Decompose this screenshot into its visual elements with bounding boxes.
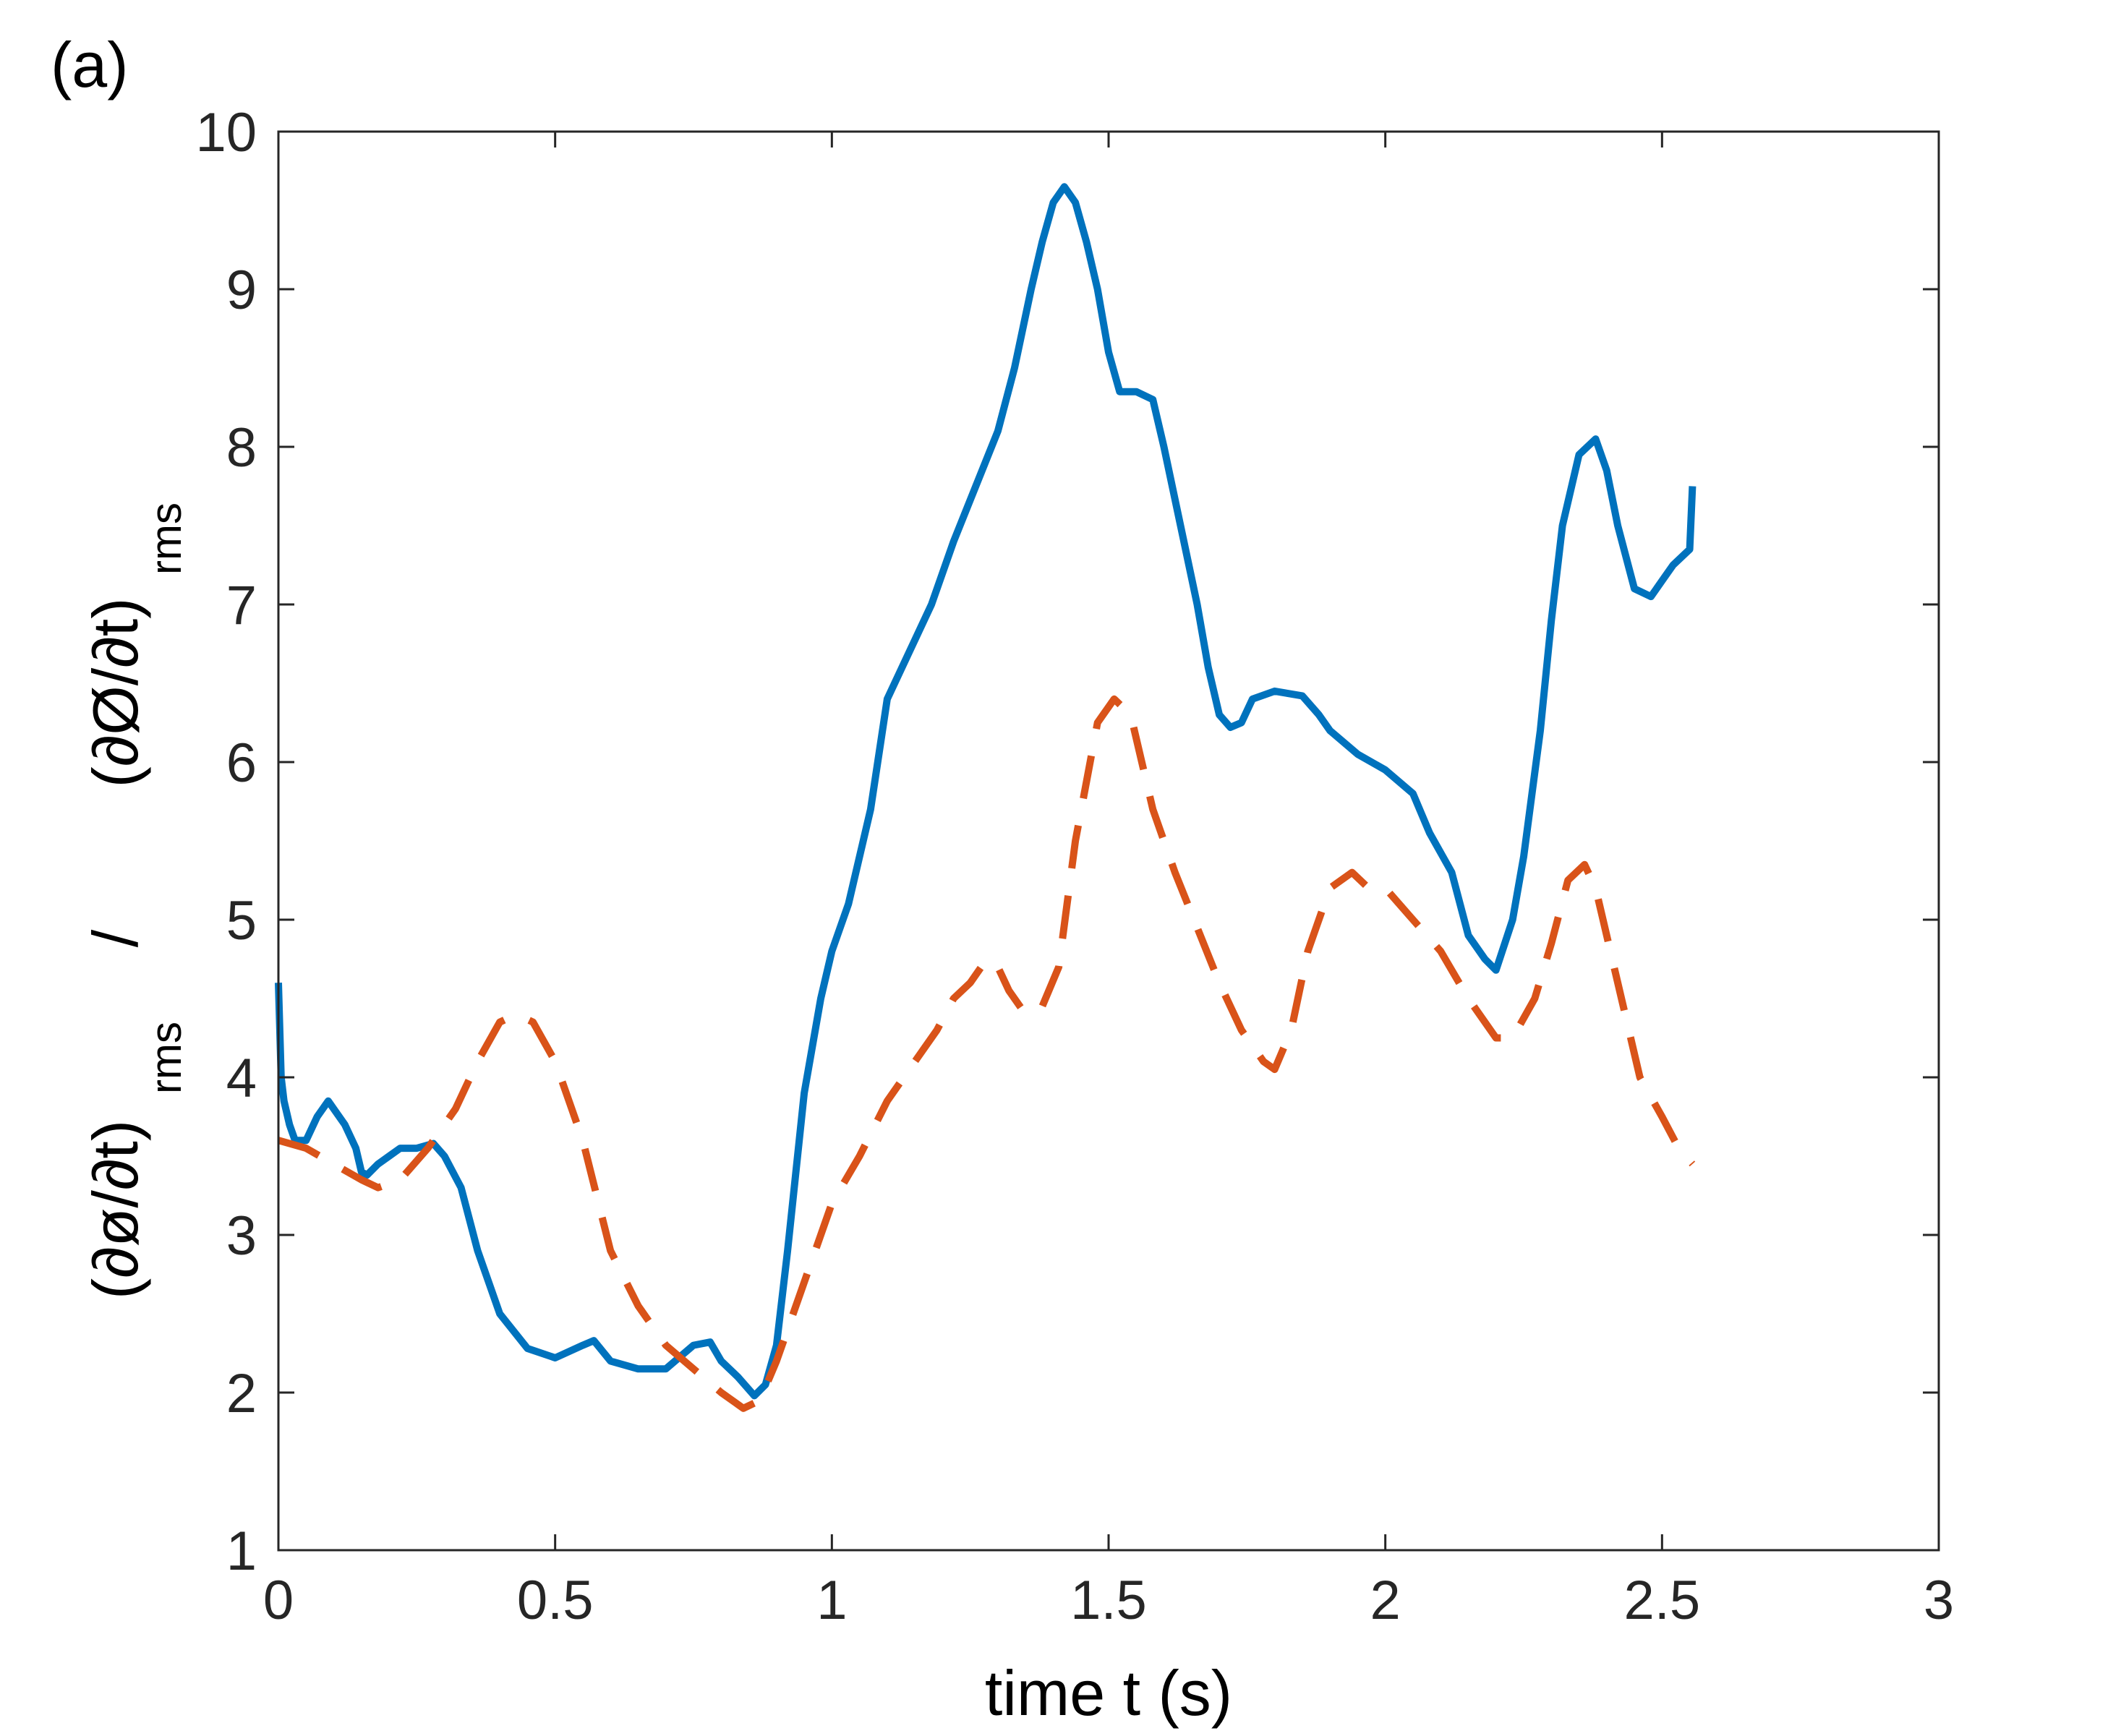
series-line-solid bbox=[275, 183, 1697, 1400]
y-label-separator: / bbox=[80, 929, 151, 947]
y-tick-label: 8 bbox=[226, 417, 257, 479]
y-axis-ticks: 1 2 3 4 5 6 7 8 9 10 bbox=[195, 102, 1939, 1582]
x-tick-label: 1 bbox=[816, 1570, 847, 1631]
y-tick-label: 10 bbox=[195, 102, 257, 163]
y-label-part1: (∂ø/∂t) bbox=[80, 1120, 151, 1299]
x-axis-label: time t (s) bbox=[985, 1657, 1232, 1729]
panel-label: (a) bbox=[51, 29, 129, 101]
x-tick-label: 0 bbox=[263, 1570, 294, 1631]
y-tick-label: 9 bbox=[226, 260, 257, 321]
series-line-dashed bbox=[277, 695, 1696, 1412]
y-tick-label: 3 bbox=[226, 1205, 257, 1267]
y-label-part2: (∂Ø/∂t) bbox=[80, 598, 151, 788]
y-tick-label: 2 bbox=[226, 1363, 257, 1424]
y-axis-label: (∂ø/∂t) rms / (∂Ø/∂t) rms bbox=[80, 503, 190, 1299]
y-tick-label: 1 bbox=[226, 1521, 257, 1582]
x-tick-label: 1.5 bbox=[1070, 1570, 1147, 1631]
x-tick-label: 2 bbox=[1370, 1570, 1401, 1631]
y-tick-label: 7 bbox=[226, 575, 257, 636]
x-tick-label: 2.5 bbox=[1624, 1570, 1701, 1631]
y-tick-label: 5 bbox=[226, 890, 257, 952]
x-tick-label: 0.5 bbox=[517, 1570, 594, 1631]
y-label-part1-subscript: rms bbox=[142, 1022, 190, 1094]
x-axis-ticks: 0 0.5 1 1.5 2 2.5 3 bbox=[263, 132, 1954, 1631]
y-tick-label: 6 bbox=[226, 732, 257, 794]
y-label-part2-subscript: rms bbox=[142, 503, 190, 575]
y-tick-label: 4 bbox=[226, 1048, 257, 1109]
series-layer bbox=[275, 183, 1697, 1412]
x-tick-label: 3 bbox=[1924, 1570, 1954, 1631]
